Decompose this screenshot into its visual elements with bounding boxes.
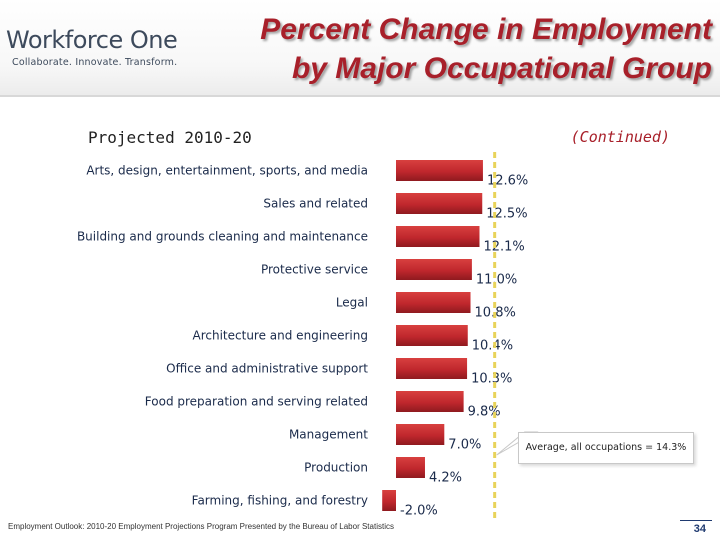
title-line-2: by Major Occupational Group	[291, 52, 712, 85]
bar	[396, 457, 425, 478]
value-label: 12.1%	[483, 240, 524, 255]
average-callout: Average, all occupations = 14.3%	[518, 432, 694, 464]
bar	[396, 358, 468, 379]
category-label: Office and administrative support	[166, 362, 368, 376]
bar	[382, 490, 396, 511]
category-label: Food preparation and serving related	[145, 395, 368, 409]
value-label: 12.5%	[486, 207, 527, 222]
bar	[396, 226, 480, 247]
category-label: Building and grounds cleaning and mainte…	[77, 230, 368, 244]
category-label: Management	[289, 428, 368, 442]
value-label: 10.4%	[472, 339, 513, 354]
bar	[396, 325, 468, 346]
continued-label: (Continued)	[570, 128, 670, 146]
category-label: Sales and related	[263, 197, 368, 211]
bar	[396, 259, 472, 280]
category-label: Production	[304, 461, 368, 475]
category-label: Arts, design, entertainment, sports, and…	[86, 164, 368, 178]
value-label: 10.3%	[471, 372, 512, 387]
value-label: 11.0%	[476, 273, 517, 288]
bar-chart: Arts, design, entertainment, sports, and…	[77, 152, 539, 519]
bar	[396, 160, 483, 181]
value-label: 7.0%	[448, 438, 481, 453]
category-label: Architecture and engineering	[193, 329, 368, 343]
category-label: Protective service	[261, 263, 368, 277]
category-label: Legal	[336, 296, 368, 310]
title-line-1: Percent Change in Employment	[260, 13, 712, 46]
slide-header: Workforce One Collaborate. Innovate. Tra…	[0, 0, 720, 97]
page-number: 34	[693, 523, 706, 535]
bar	[396, 292, 471, 313]
logo-tagline: Collaborate. Innovate. Transform.	[12, 57, 178, 68]
logo-brand-text: Workforce One	[6, 26, 178, 54]
workforce-one-logo: Workforce One Collaborate. Innovate. Tra…	[6, 26, 186, 76]
category-label: Farming, fishing, and forestry	[192, 494, 368, 508]
bar	[396, 193, 483, 214]
page-number-rule	[680, 520, 712, 521]
value-label: -2.0%	[400, 504, 438, 519]
footer-source: Employment Outlook: 2010-20 Employment P…	[8, 522, 394, 531]
chart-subtitle: Projected 2010-20	[88, 128, 252, 147]
value-label: 12.6%	[487, 174, 528, 189]
value-label: 9.8%	[468, 405, 501, 420]
value-label: 4.2%	[429, 471, 462, 486]
bar	[396, 391, 464, 412]
bar	[396, 424, 445, 445]
slide-title: Percent Change in Employment by Major Oc…	[260, 10, 712, 88]
